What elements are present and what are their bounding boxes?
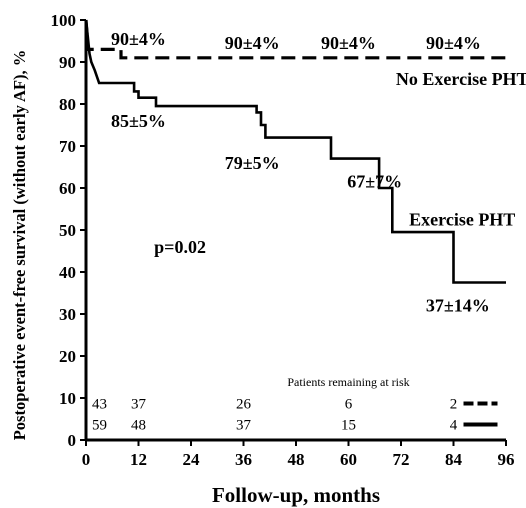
y-tick-label: 70: [59, 137, 76, 156]
risk-count: 2: [450, 397, 458, 413]
risk-count: 26: [236, 397, 252, 413]
annotation-label: 90±4%: [426, 33, 481, 53]
series-layer: [84, 19, 506, 284]
y-tick-label: 20: [59, 347, 76, 366]
x-tick-label: 96: [498, 450, 515, 469]
annotation-label: p=0.02: [154, 237, 206, 257]
annotation-layer: 90±4% 90±4% 90±4% 90±4% No Exercise PHT 85±5%…: [111, 29, 526, 316]
x-axis-label: Follow-up, months: [212, 483, 380, 507]
x-tick-label: 72: [393, 450, 410, 469]
annotation-label: 90±4%: [321, 33, 376, 53]
y-tick-label: 10: [59, 389, 76, 408]
x-tick-label: 84: [445, 450, 463, 469]
annotation-label: 79±5%: [225, 153, 280, 173]
y-tick-label: 40: [59, 263, 76, 282]
x-tick-label: 60: [340, 450, 357, 469]
annotation-label: 90±4%: [225, 33, 280, 53]
annotation-label: No Exercise PHT: [396, 69, 526, 89]
y-tick-label: 100: [51, 11, 77, 30]
y-tick-label: 90: [59, 53, 76, 72]
risk-count: 6: [345, 397, 353, 413]
annotation-label: 37±14%: [426, 296, 490, 316]
series-line-1: [84, 19, 506, 284]
series-line-0: [84, 19, 506, 60]
annotation-label: 85±5%: [111, 111, 166, 131]
x-tick-label: 36: [235, 450, 252, 469]
risk-table-title: Patients remaining at risk: [287, 375, 409, 389]
annotation-label: 67±7%: [347, 172, 402, 192]
risk-table: Patients remaining at risk 43 37 26 6 2 59 48 3…: [92, 375, 498, 434]
risk-count: 59: [92, 418, 107, 434]
x-tick-label: 0: [82, 450, 91, 469]
y-tick-label: 30: [59, 305, 76, 324]
y-tick-label: 80: [59, 95, 76, 114]
x-tick-label: 12: [130, 450, 147, 469]
risk-count: 37: [131, 397, 147, 413]
risk-count: 4: [450, 418, 458, 434]
x-tick-label: 48: [288, 450, 305, 469]
y-tick-label: 50: [59, 221, 76, 240]
y-tick-label: 0: [68, 431, 77, 450]
risk-count: 48: [131, 418, 146, 434]
annotation-label: Exercise PHT: [409, 210, 515, 230]
x-tick-label: 24: [183, 450, 201, 469]
y-tick-label: 60: [59, 179, 76, 198]
annotation-label: 90±4%: [111, 29, 166, 49]
y-axis-label: Postoperative event-free survival (witho…: [10, 50, 29, 441]
risk-count: 15: [341, 418, 356, 434]
risk-count: 37: [236, 418, 252, 434]
risk-count: 43: [92, 397, 107, 413]
